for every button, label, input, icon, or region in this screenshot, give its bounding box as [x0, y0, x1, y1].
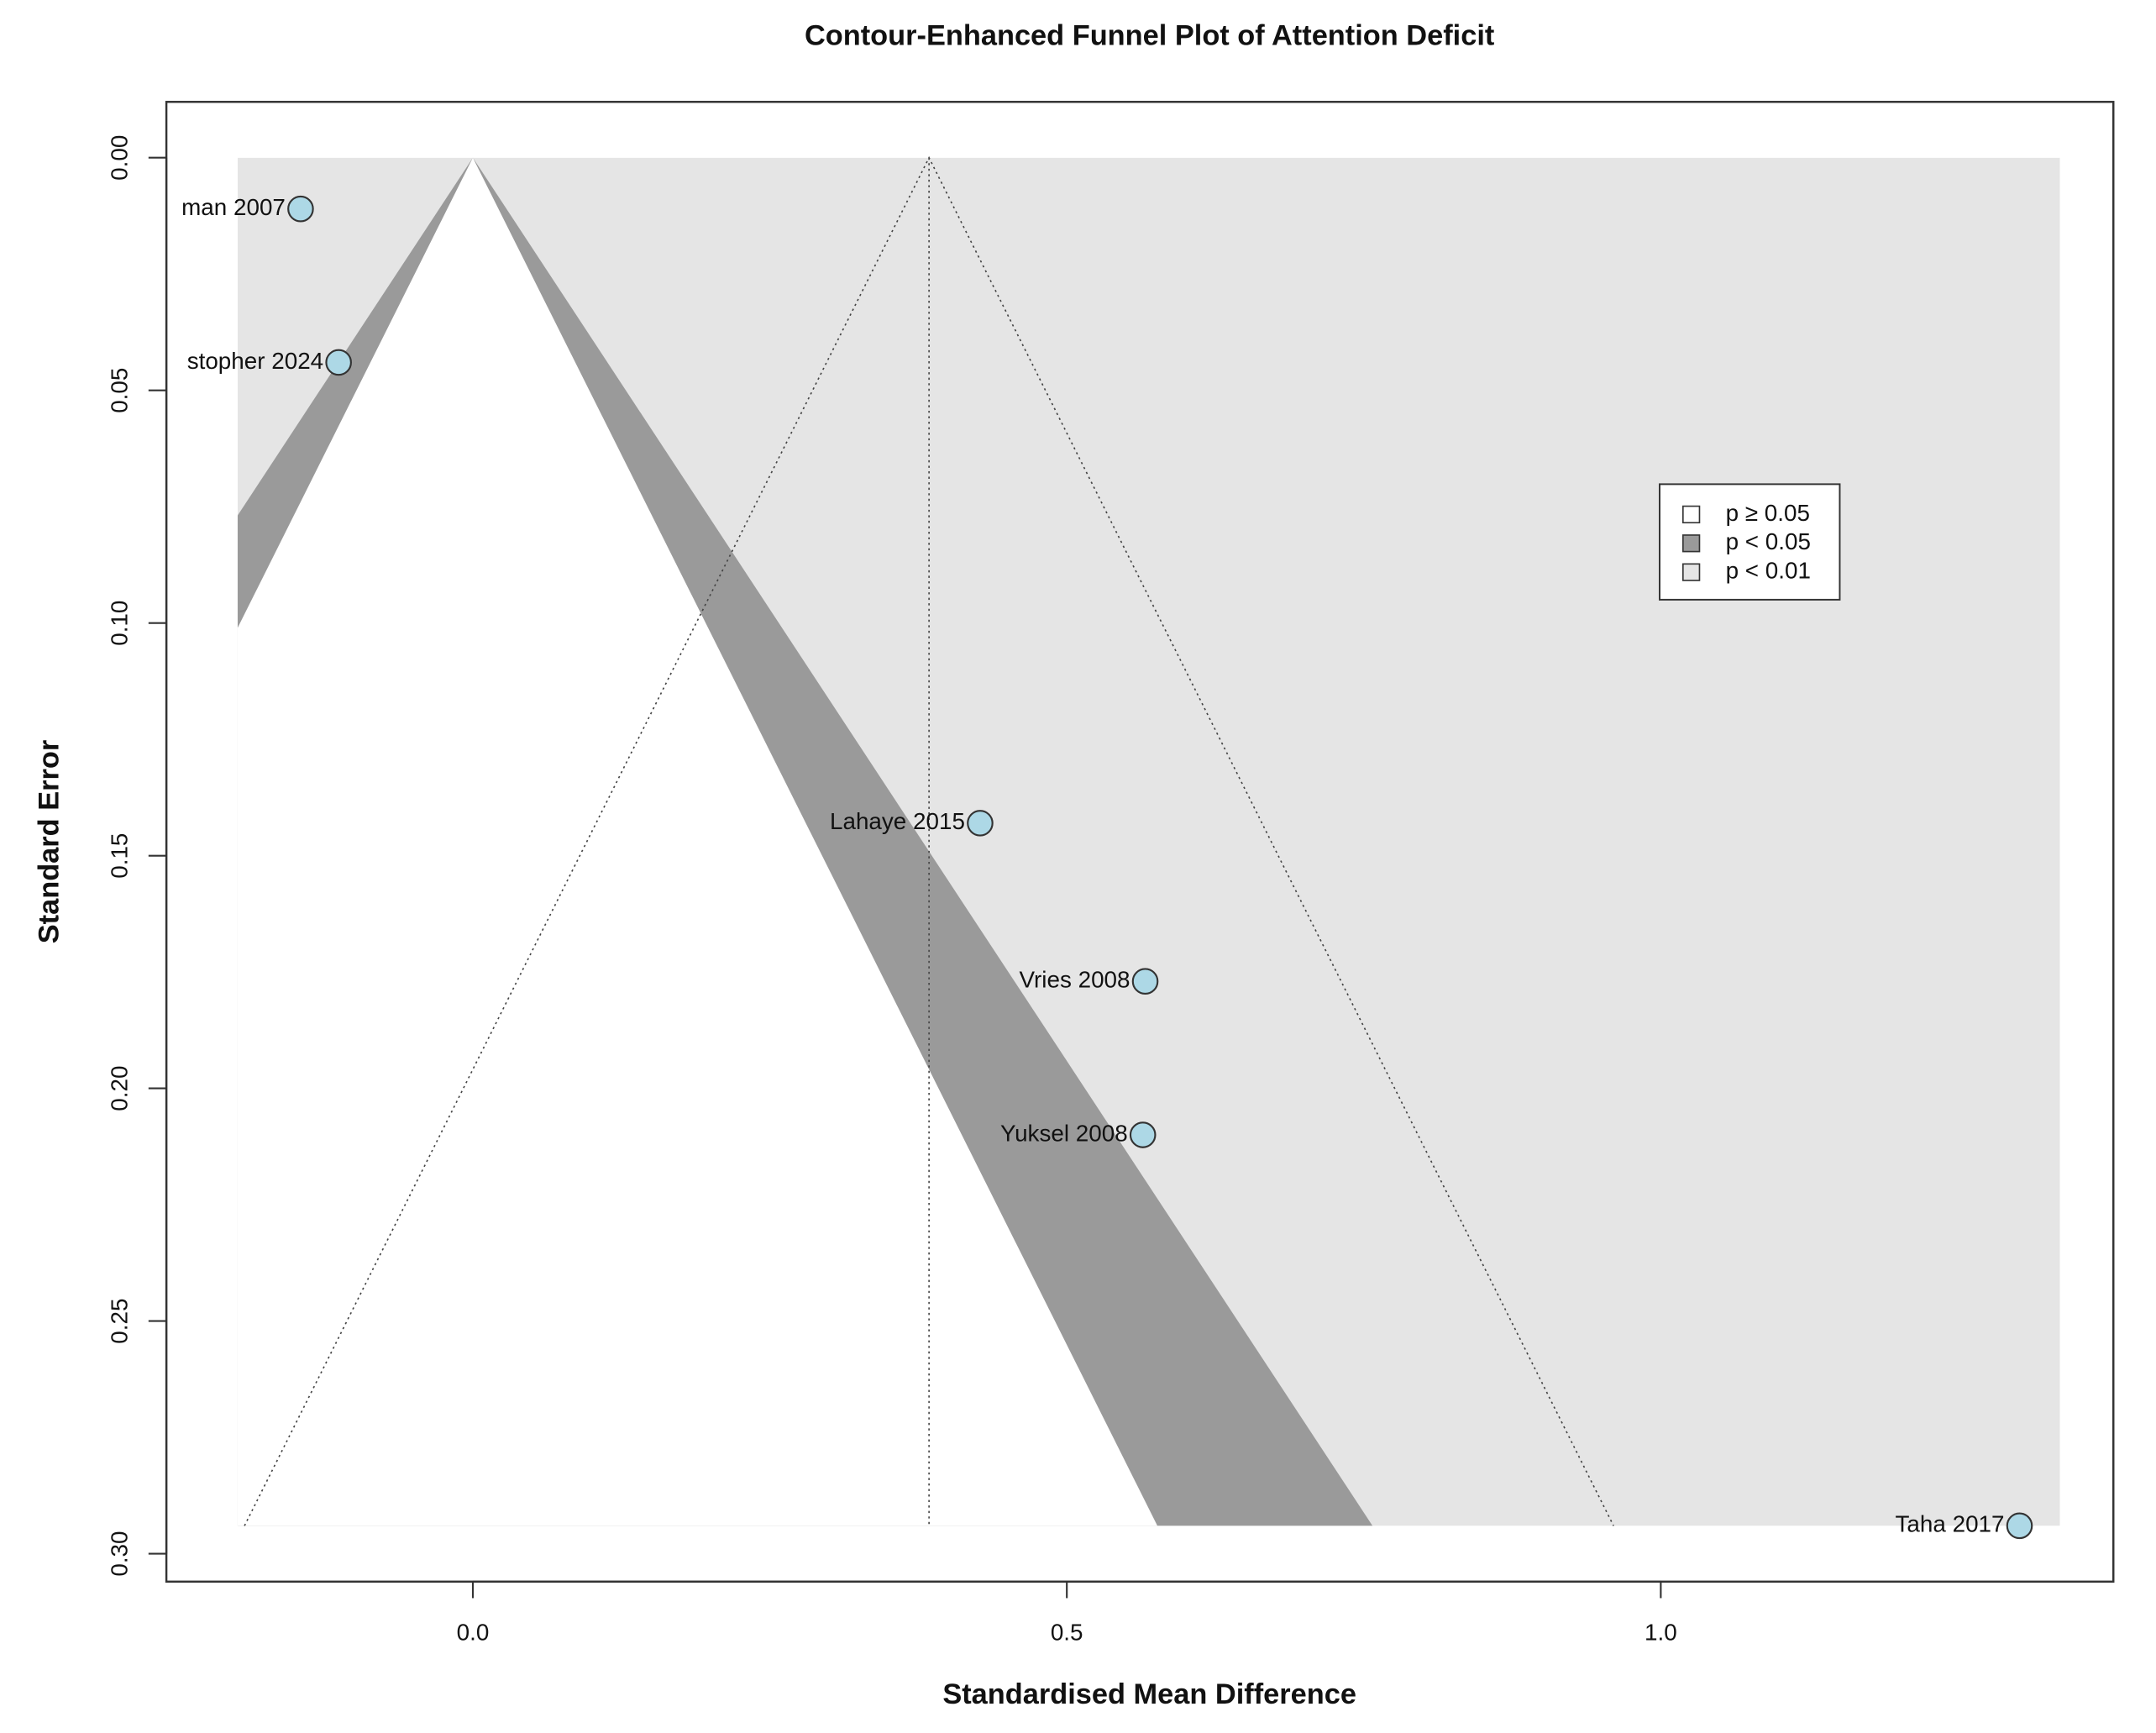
point-label: Vries 2008	[1020, 967, 1130, 993]
y-tick-label: 0.05	[106, 368, 132, 413]
funnel-lines	[244, 155, 1614, 1526]
y-tick-label: 0.20	[106, 1066, 132, 1111]
legend-label: p < 0.05	[1726, 528, 1811, 554]
contour-ns	[237, 157, 1158, 1526]
study-point	[287, 195, 314, 223]
study-point	[2006, 1512, 2033, 1540]
y-tick-label: 0.10	[106, 601, 132, 646]
y-axis-title: Standard Error	[34, 740, 66, 943]
x-tick-label: 1.0	[1645, 1619, 1677, 1645]
point-label: Taha 2017	[1896, 1511, 2005, 1537]
plot-content: man 2007 stopher 2024 Lahaye 2015 Vries 200…	[181, 155, 2033, 1540]
y-tick-label: 0.25	[106, 1299, 132, 1344]
legend-swatch	[1682, 505, 1701, 524]
legend-swatch	[1682, 534, 1701, 553]
y-tick-label: 0.30	[106, 1531, 132, 1576]
study-point	[1129, 1121, 1157, 1148]
y-tick-label: 0.15	[106, 833, 132, 879]
study-point	[1131, 968, 1159, 995]
legend: p ≥ 0.05p < 0.05 p < 0.01	[1659, 483, 1841, 601]
study-point	[967, 810, 994, 837]
x-axis-title: Standardised Mean Difference	[942, 1678, 1356, 1710]
point-label: Lahaye 2015	[830, 808, 965, 834]
point-label: man 2007	[181, 194, 286, 220]
legend-label: p < 0.01	[1726, 558, 1811, 584]
y-tick-label: 0.00	[106, 135, 132, 181]
legend-swatch	[1682, 563, 1701, 581]
point-label: Yuksel 2008	[1000, 1120, 1128, 1146]
x-tick-label: 0.5	[1051, 1619, 1083, 1645]
study-point	[325, 349, 352, 376]
point-label: stopher 2024	[187, 348, 323, 374]
chart-title: Contour-Enhanced Funnel Plot of Attentio…	[805, 19, 1495, 51]
point-labels: man 2007 stopher 2024 Lahaye 2015 Vries 200…	[181, 194, 2004, 1537]
x-tick-label: 0.0	[457, 1619, 490, 1645]
legend-label: p ≥ 0.05	[1726, 500, 1810, 526]
contour-regions	[237, 157, 2060, 1526]
